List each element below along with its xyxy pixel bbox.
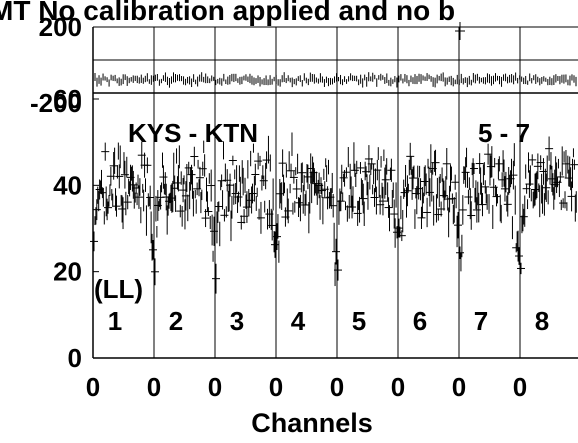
x-tick-label: 0	[452, 372, 466, 402]
baseline-label-2: 5 - 7	[478, 118, 530, 148]
x-axis-label: Channels	[251, 408, 373, 438]
panel-number: 6	[413, 306, 427, 336]
x-tick-label: 0	[391, 372, 405, 402]
amp-y-tick-label: 60	[53, 84, 82, 114]
amp-y-tick-label: 0	[68, 343, 82, 373]
phase-y-tick-label: 200	[39, 12, 82, 42]
phase-y-tick-label: -200	[30, 88, 82, 118]
x-tick-label: 0	[269, 372, 283, 402]
x-tick-label: 0	[86, 372, 100, 402]
panel-number: 7	[474, 306, 488, 336]
x-tick-label: 0	[208, 372, 222, 402]
x-tick-label: 0	[513, 372, 527, 402]
panel-number: 1	[108, 306, 122, 336]
data-marks	[90, 22, 578, 294]
panel-number: 8	[535, 306, 549, 336]
panel-number: 3	[230, 306, 244, 336]
chart-title: MT No calibration applied and no b	[0, 0, 455, 26]
x-tick-label: 0	[147, 372, 161, 402]
panel-number: 2	[169, 306, 183, 336]
panel-number: 5	[352, 306, 366, 336]
baseline-label-1: KYS - KTN	[128, 118, 258, 148]
x-tick-label: 0	[330, 372, 344, 402]
amp-y-tick-label: 20	[53, 257, 82, 287]
polarization-label: (LL)	[94, 274, 143, 304]
chart-labels: MT No calibration applied and no b Chann…	[0, 0, 549, 438]
panel-number: 4	[291, 306, 306, 336]
amp-y-tick-label: 40	[53, 170, 82, 200]
